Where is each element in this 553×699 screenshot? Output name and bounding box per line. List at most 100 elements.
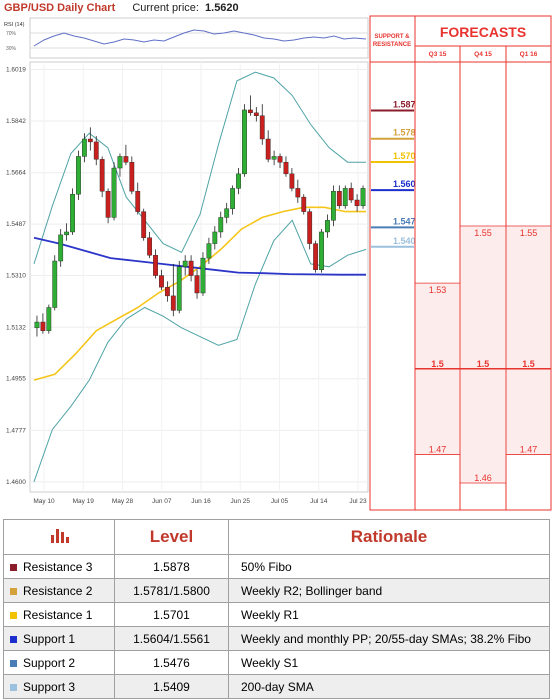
- x-tick-label: Jul 23: [349, 498, 367, 505]
- swatch-r1: [10, 611, 17, 619]
- sr-header-line1: SUPPORT &: [374, 34, 410, 40]
- forecast-mid-label: 1.5: [522, 359, 535, 369]
- candle-body: [93, 141, 99, 160]
- x-tick-label: Jun 25: [230, 498, 250, 505]
- row-level: 1.5604/1.5561: [114, 626, 229, 651]
- table-header-rationale: Rationale: [228, 519, 550, 555]
- candle-body: [81, 138, 87, 157]
- rsi-frame: [29, 17, 369, 59]
- chart-area: RSI (14) 70% 30% 1.6019 1.5842 1.5664 1.548…: [4, 15, 552, 511]
- swatch-s1: [10, 635, 17, 643]
- sr-level-label: 1.5878: [393, 100, 421, 110]
- row-name: Resistance 2: [23, 583, 93, 598]
- forecast-bar-lower: [416, 368, 459, 455]
- candle-body: [117, 156, 123, 169]
- y-tick-label: 1.5487: [6, 221, 26, 228]
- candle-body: [283, 162, 289, 175]
- candle-body: [253, 112, 259, 116]
- candle-body: [325, 220, 330, 233]
- rsi-tick-30: 30%: [6, 46, 17, 52]
- candle-body: [354, 199, 360, 207]
- candle-body: [52, 260, 58, 308]
- time-axis-ticks: May 10 May 19 May 28 Jun 07 Jun 16 Jun 25 Jul …: [33, 498, 367, 505]
- candle-body: [164, 286, 170, 297]
- price-axis-ticks: 1.6019 1.5842 1.5664 1.5487 1.5310 1.5132 1.49…: [6, 67, 26, 486]
- table-row: Resistance 3 1.5878 50% Fibo: [3, 554, 550, 579]
- table-header-level: Level: [114, 519, 229, 555]
- forecast-category-label: Q1 16: [520, 51, 538, 58]
- row-level: 1.5781/1.5800: [114, 578, 229, 603]
- forecast-bar-upper: [416, 283, 459, 369]
- candle-body: [176, 266, 182, 311]
- swatch-s2: [10, 659, 17, 667]
- row-level: 1.5476: [114, 650, 229, 675]
- swatch-s3: [10, 683, 17, 691]
- table-header-row: Level Rationale: [3, 519, 550, 555]
- table-row: Support 2 1.5476 Weekly S1: [3, 650, 550, 675]
- sr-level-label: 1.5701: [393, 151, 421, 161]
- forecast-category-label: Q3 15: [429, 51, 447, 58]
- candle-body: [360, 188, 366, 207]
- candle-body: [123, 156, 129, 163]
- levels-table: Level Rationale Resistance 3 1.5878 50% …: [3, 519, 550, 699]
- forecast-title: FORECASTS: [440, 24, 526, 40]
- row-name: Support 1: [23, 631, 76, 646]
- bollinger-upper-line: [33, 71, 366, 265]
- row-name: Support 2: [23, 655, 76, 670]
- sr-header-line2: RESISTANCE: [373, 42, 411, 48]
- forecast-bar-upper: [461, 226, 505, 369]
- candle-body: [342, 188, 348, 207]
- row-name: Resistance 1: [23, 607, 93, 622]
- candle-body: [224, 208, 230, 218]
- candle-body: [64, 231, 70, 236]
- table-icon-cell: [3, 519, 115, 555]
- candle-body: [76, 156, 81, 195]
- x-tick-label: Jul 05: [271, 498, 289, 505]
- candle-body: [212, 231, 218, 244]
- x-tick-label: Jun 16: [191, 498, 211, 505]
- row-rationale: 200-day SMA: [228, 674, 550, 699]
- candle-body: [58, 234, 64, 262]
- candle-body: [147, 237, 153, 256]
- chart-title-bar: GBP/USD Daily Chart Current price: 1.562…: [0, 0, 370, 16]
- current-price-label: Current price:: [132, 2, 199, 14]
- row-rationale: 50% Fibo: [228, 554, 550, 579]
- x-tick-label: May 28: [112, 498, 134, 505]
- candle-body: [259, 115, 265, 140]
- candle-body: [170, 295, 176, 311]
- candle-body: [336, 191, 342, 207]
- candle-body: [200, 257, 206, 294]
- y-tick-label: 1.4777: [6, 427, 26, 434]
- candle-body: [330, 191, 336, 221]
- forecast-lower-label: 1.47: [429, 444, 447, 454]
- forecast-bar-lower: [461, 368, 505, 483]
- row-level: 1.5878: [114, 554, 229, 579]
- forecast-category-label: Q4 15: [474, 51, 492, 58]
- x-tick-label: Jul 14: [310, 498, 328, 505]
- row-level: 1.5409: [114, 674, 229, 699]
- candle-body: [188, 260, 194, 276]
- bar-chart-icon: [51, 528, 69, 543]
- y-tick-label: 1.4955: [6, 376, 26, 383]
- candle-body: [348, 188, 354, 201]
- candle-body: [46, 307, 52, 331]
- y-tick-label: 1.4600: [6, 479, 26, 486]
- rsi-panel: RSI (14) 70% 30%: [4, 17, 369, 59]
- forecast-upper-label: 1.55: [474, 228, 492, 238]
- forecast-lower-label: 1.47: [520, 444, 538, 454]
- candle-body: [70, 193, 75, 233]
- y-tick-label: 1.5664: [6, 170, 26, 177]
- rsi-tick-70: 70%: [6, 31, 17, 37]
- candle-body: [230, 188, 236, 209]
- candle-body: [242, 109, 247, 175]
- candle-body: [265, 138, 271, 160]
- candle-body: [194, 275, 200, 294]
- forecast-bar-upper: [507, 226, 550, 369]
- candle-body: [153, 255, 158, 276]
- sr-level-label: 1.5781: [393, 128, 421, 138]
- row-name: Resistance 3: [23, 559, 93, 574]
- candle-body: [206, 243, 212, 259]
- bollinger-lower-line: [33, 219, 367, 482]
- y-tick-label: 1.5310: [6, 273, 26, 280]
- y-tick-label: 1.5132: [6, 324, 26, 331]
